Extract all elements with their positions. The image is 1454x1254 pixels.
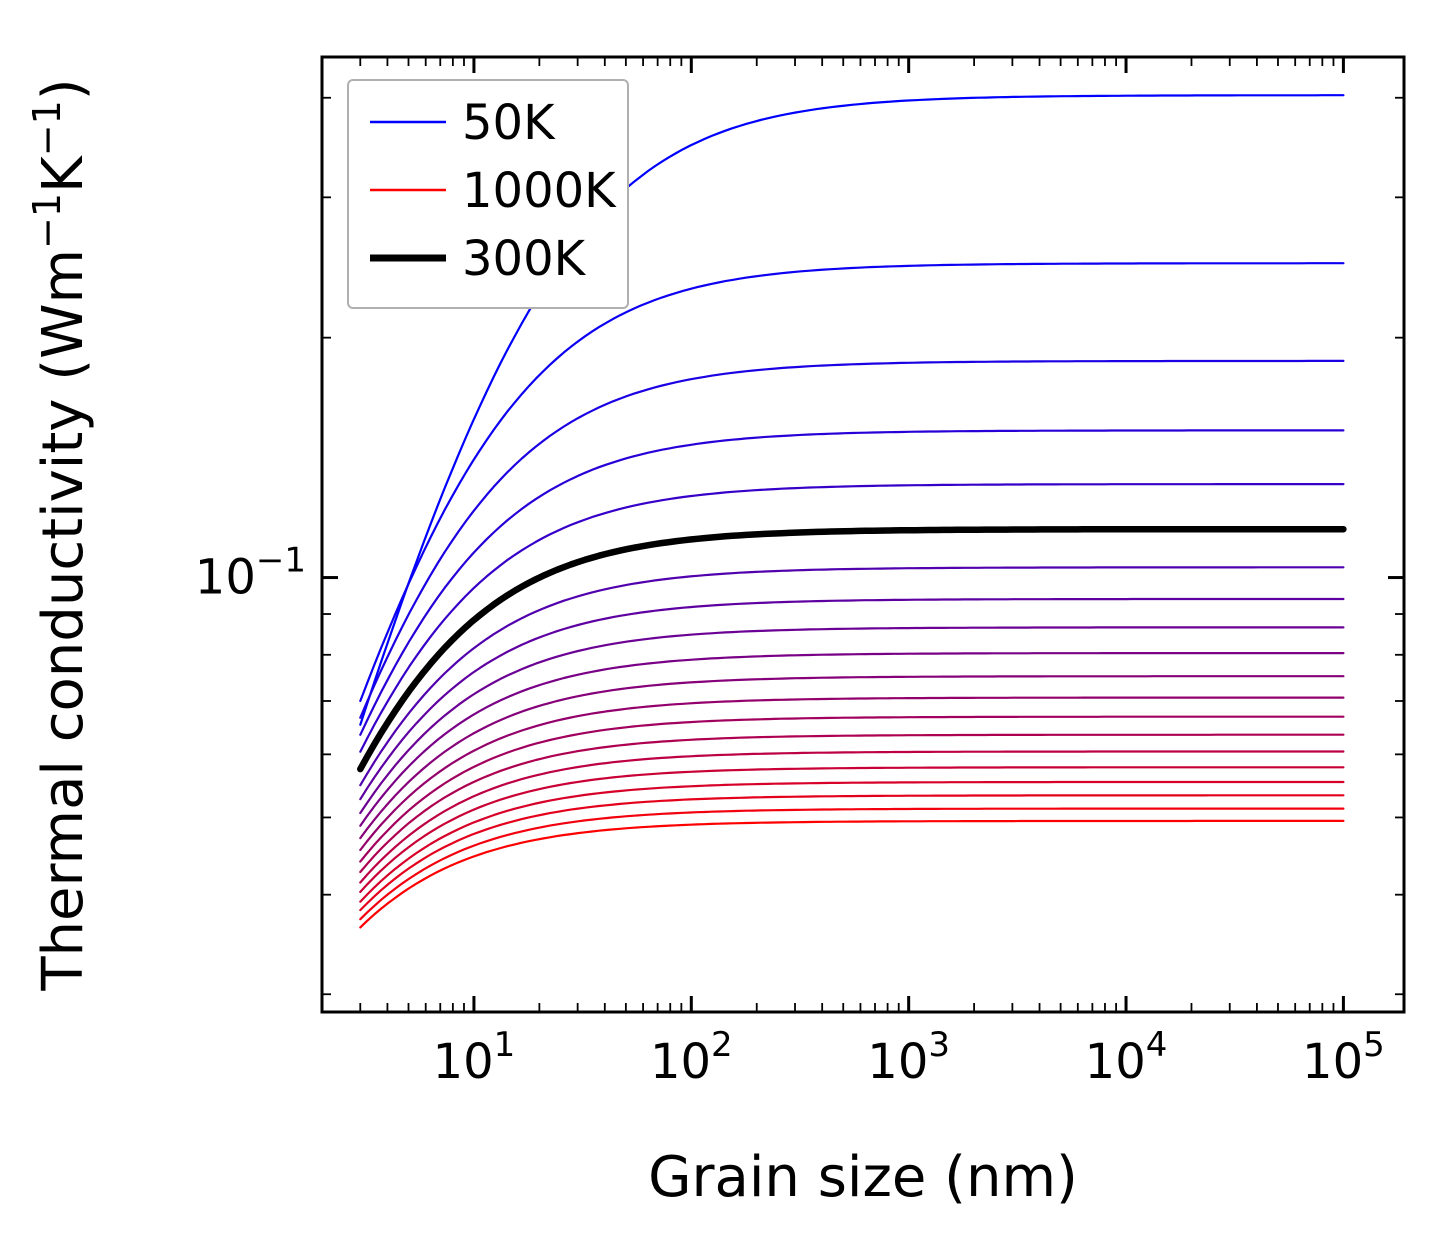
svg-text:Thermal conductivity (Wm−1K−1): Thermal conductivity (Wm−1K−1) (25, 78, 96, 991)
legend-label-1000K: 1000K (462, 163, 617, 219)
legend-label-300K: 300K (462, 231, 587, 287)
x-axis-label: Grain size (nm) (648, 1145, 1078, 1210)
x-tick-label: 102 (650, 1025, 733, 1090)
x-tick-label: 103 (867, 1025, 950, 1090)
series-line-450K (359, 626, 1345, 815)
series-line-50K (359, 94, 1345, 726)
series-line-750K (359, 750, 1345, 884)
series-line-800K (359, 766, 1345, 893)
y-tick-labels: 10−1 (195, 541, 306, 606)
series-line-850K (359, 780, 1345, 903)
series-line-150K (359, 359, 1345, 719)
series-line-950K (359, 807, 1345, 921)
series-line-100K (359, 262, 1345, 703)
series-line-200K (359, 429, 1345, 736)
x-tick-labels: 101 102 103 104 105 (433, 1025, 1385, 1090)
series-line-250K (359, 483, 1345, 753)
series-line-650K (359, 715, 1345, 863)
y-axis-label: Thermal conductivity (Wm−1K−1) (25, 78, 96, 991)
x-tick-label: 105 (1302, 1025, 1385, 1090)
x-tick-label: 101 (433, 1025, 516, 1090)
series-line-300K (357, 525, 1347, 773)
series-line-900K (359, 794, 1345, 912)
legend: 50K 1000K 300K (347, 79, 629, 309)
legend-box (347, 79, 629, 309)
series-line-1000K (359, 819, 1345, 929)
series-line-350K (359, 566, 1345, 787)
legend-label-50K: 50K (462, 95, 556, 151)
y-tick-label: 10−1 (195, 541, 306, 606)
x-tick-label: 104 (1085, 1025, 1168, 1090)
series-line-600K (359, 696, 1345, 852)
series-line-500K (359, 652, 1345, 827)
plot-frame (320, 55, 1406, 1014)
series-line-550K (359, 675, 1345, 840)
curves (357, 94, 1347, 929)
series-line-400K (359, 597, 1345, 801)
series-line-700K (359, 733, 1345, 874)
